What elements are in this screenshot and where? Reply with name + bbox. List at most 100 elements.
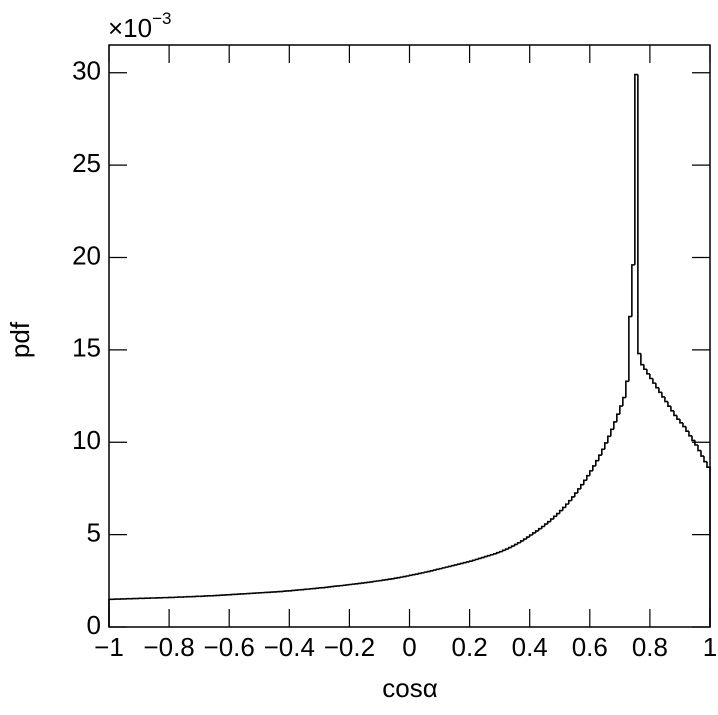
- histogram-bin: [527, 537, 530, 539]
- y-tick-label: 30: [72, 56, 101, 86]
- x-tick-label: −0.2: [324, 632, 375, 662]
- histogram-bin: [539, 529, 542, 531]
- histogram-bin: [608, 436, 611, 443]
- histogram-bin: [620, 406, 623, 414]
- x-tick-label: 0.8: [632, 632, 668, 662]
- y-tick-label: 20: [72, 240, 101, 270]
- histogram-bin: [605, 443, 608, 449]
- histogram-bin: [683, 423, 686, 427]
- histogram-bin: [452, 566, 455, 567]
- histogram-bin: [644, 365, 647, 370]
- histogram-bin: [503, 550, 506, 551]
- histogram-bin: [569, 501, 572, 505]
- histogram-bin: [515, 544, 518, 546]
- histogram-bin: [482, 558, 485, 559]
- histogram-bin: [542, 526, 545, 528]
- histogram-bin: [611, 429, 614, 436]
- histogram-bin: [437, 569, 440, 570]
- histogram-bin: [659, 388, 662, 393]
- histogram-bin: [497, 553, 500, 554]
- histogram-bin: [638, 75, 641, 354]
- multiplier-base: ×10: [108, 13, 152, 43]
- histogram-bin: [470, 561, 473, 562]
- histogram-bin: [557, 514, 560, 517]
- histogram-bin: [548, 522, 551, 524]
- histogram-bin: [668, 402, 671, 407]
- histogram-bin: [533, 533, 536, 535]
- histogram-bin: [560, 511, 563, 514]
- histogram-bin: [485, 557, 488, 558]
- histogram-bin: [403, 577, 406, 578]
- histogram-bin: [596, 461, 599, 466]
- histogram-bin: [500, 552, 503, 553]
- histogram-bin: [506, 549, 509, 550]
- x-tick-label: −0.6: [204, 632, 255, 662]
- histogram-bin: [458, 564, 461, 565]
- histogram-bin: [109, 599, 112, 627]
- histogram-bin: [512, 546, 515, 547]
- histogram-bin: [566, 504, 569, 507]
- histogram-bin: [518, 543, 521, 545]
- histogram-bin: [587, 476, 590, 481]
- histogram-bin: [530, 535, 533, 537]
- histogram-bin: [701, 451, 704, 457]
- y-tick-label: 0: [87, 610, 101, 640]
- y-tick-label: 5: [87, 517, 101, 547]
- histogram-bin: [419, 573, 422, 574]
- histogram-bin: [400, 577, 403, 578]
- histogram-bin: [578, 489, 581, 493]
- histogram-bin: [382, 580, 385, 581]
- x-tick-label: 1: [703, 632, 717, 662]
- histogram-bin: [674, 411, 677, 416]
- histogram-bin: [410, 575, 413, 576]
- y-tick-label: 15: [72, 333, 101, 363]
- histogram-bin: [431, 571, 434, 572]
- histogram-bin: [602, 449, 605, 455]
- histogram-bin: [653, 378, 656, 383]
- histogram-bin: [551, 519, 554, 522]
- histogram-bin: [422, 573, 425, 574]
- histogram-bin: [491, 555, 494, 556]
- x-tick-label: 0.6: [572, 632, 608, 662]
- histogram-bin: [413, 575, 416, 576]
- histogram-bin: [704, 456, 707, 462]
- histogram-bin: [494, 554, 497, 555]
- y-tick-label: 10: [72, 425, 101, 455]
- histogram-bin: [545, 524, 548, 526]
- histogram-bin: [707, 462, 710, 627]
- histogram-bin: [488, 556, 491, 557]
- histogram-bin: [623, 398, 626, 406]
- histogram-bin: [641, 354, 644, 365]
- histogram-bin: [476, 559, 479, 560]
- multiplier-exponent: −3: [152, 9, 171, 28]
- histogram-bin: [455, 565, 458, 566]
- histogram-bin: [575, 493, 578, 497]
- histogram-bin: [572, 497, 575, 501]
- histogram-bin: [416, 574, 419, 575]
- x-tick-label: 0.2: [452, 632, 488, 662]
- histogram-bin: [397, 578, 400, 579]
- histogram-bin: [632, 265, 635, 317]
- histogram-bin: [662, 392, 665, 397]
- histogram-bin: [473, 560, 476, 561]
- histogram-bin: [692, 436, 695, 441]
- histogram-bin: [593, 466, 596, 471]
- histogram-bin: [373, 581, 376, 582]
- x-tick-label: 0.4: [512, 632, 548, 662]
- histogram-bin: [479, 558, 482, 559]
- multiplier: ×10−3: [108, 9, 172, 42]
- histogram-bin: [656, 383, 659, 388]
- y-tick-label: 25: [72, 148, 101, 178]
- histogram-bin: [626, 381, 629, 397]
- histogram-bin: [449, 566, 452, 567]
- x-tick-label: −0.8: [143, 632, 194, 662]
- histogram-bin: [434, 570, 437, 571]
- histogram-bin: [446, 567, 449, 568]
- plot-frame: [109, 45, 710, 627]
- histogram-bin: [671, 406, 674, 411]
- histogram-bin: [680, 419, 683, 423]
- histogram-bin: [686, 427, 689, 432]
- histogram-bin: [440, 569, 443, 570]
